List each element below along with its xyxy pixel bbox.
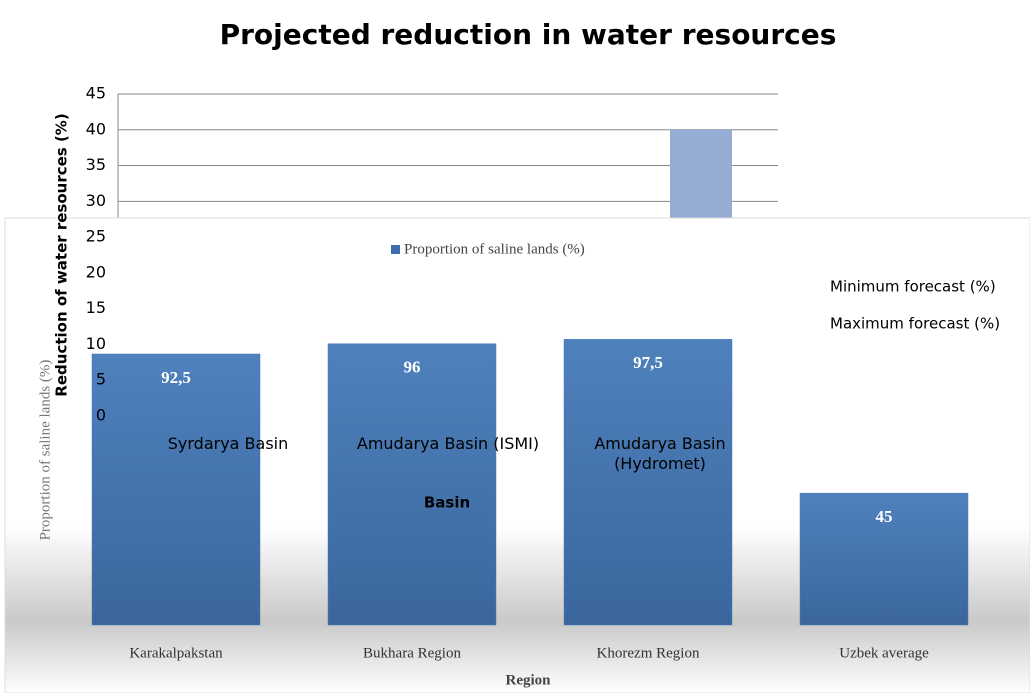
value-label: 92,5 [161, 368, 191, 387]
chart-title: Projected reduction in water resources [220, 18, 837, 51]
x-tick-label: Amudarya Basin (ISMI) [356, 434, 540, 453]
bar [327, 343, 497, 626]
legend-label: Maximum forecast (%) [830, 315, 1000, 333]
bar [799, 492, 969, 626]
x-axis-label: Region [506, 672, 552, 688]
y-tick-label: 15 [86, 298, 106, 317]
y-axis-label: Reduction of water resources (%) [53, 113, 71, 396]
y-tick-label: 0 [96, 406, 106, 425]
x-tick-label: Karakalpakstan [129, 645, 223, 661]
y-tick-label: 25 [86, 227, 106, 246]
x-tick-label: Syrdarya Basin [167, 434, 289, 453]
y-tick-label: 5 [96, 370, 106, 389]
value-label: 45 [876, 507, 893, 526]
value-label: 96 [404, 358, 421, 377]
y-tick-label: 20 [86, 262, 106, 281]
value-label: 97,5 [633, 353, 663, 372]
y-tick-label: 40 [86, 119, 106, 138]
x-tick-label-box: Amudarya Basin (ISMI) [356, 434, 540, 453]
legend-label: Proportion of saline lands (%) [404, 241, 585, 257]
x-tick-label: Khorezm Region [597, 645, 700, 661]
x-tick-label: Amudarya Basin (Hydromet) [594, 434, 726, 473]
legend-label: Minimum forecast (%) [830, 278, 996, 296]
y-tick-label: 10 [86, 334, 106, 353]
x-axis-label: Basin [424, 494, 470, 512]
x-tick-label-box: Amudarya Basin (Hydromet) [594, 434, 726, 473]
y-axis-label: Proportion of saline lands (%) [37, 360, 53, 541]
y-tick-label: 30 [86, 191, 106, 210]
y-tick-label: 35 [86, 155, 106, 174]
x-tick-label: Bukhara Region [363, 645, 461, 661]
y-tick-label: 45 [86, 84, 106, 103]
bar [563, 339, 733, 626]
x-tick-label: Uzbek average [839, 645, 929, 661]
legend-swatch [391, 245, 400, 254]
x-tick-label-box: Syrdarya Basin [167, 434, 289, 453]
bar [91, 353, 261, 626]
